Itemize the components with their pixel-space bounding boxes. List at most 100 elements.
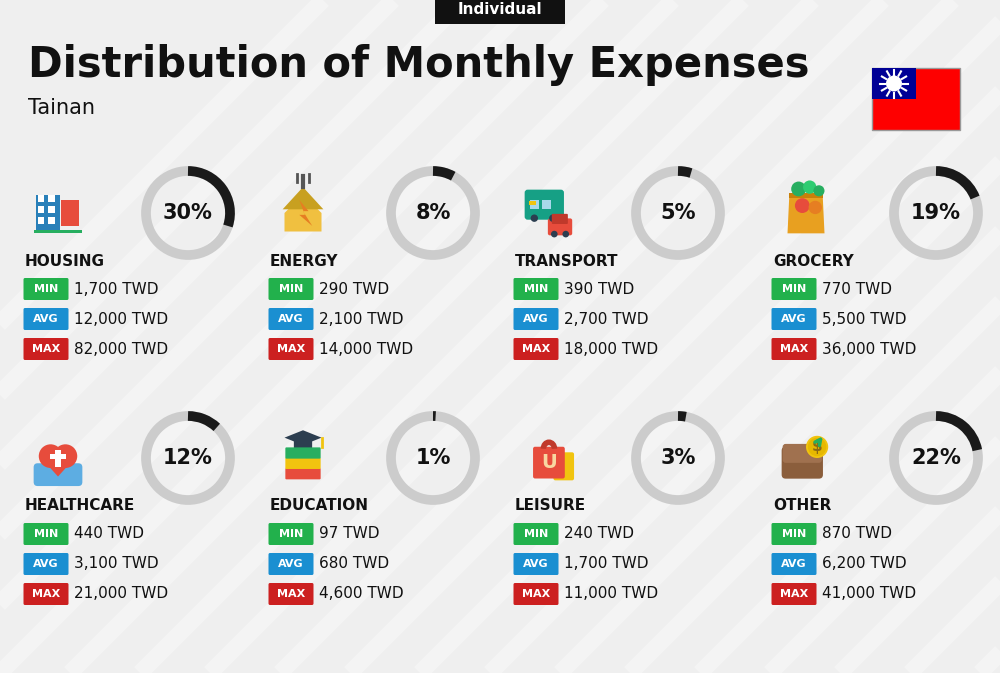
- Text: MAX: MAX: [32, 344, 60, 354]
- Bar: [530, 200, 539, 209]
- Text: 240 TWD: 240 TWD: [564, 526, 634, 542]
- Polygon shape: [283, 187, 323, 209]
- FancyBboxPatch shape: [268, 523, 314, 545]
- FancyBboxPatch shape: [772, 338, 816, 360]
- Text: 4,600 TWD: 4,600 TWD: [319, 586, 404, 602]
- FancyBboxPatch shape: [268, 278, 314, 300]
- FancyBboxPatch shape: [24, 308, 68, 330]
- Bar: [38, 207, 44, 213]
- Circle shape: [808, 437, 826, 456]
- FancyBboxPatch shape: [783, 444, 822, 463]
- Circle shape: [39, 444, 62, 468]
- Circle shape: [549, 215, 557, 222]
- Text: 1,700 TWD: 1,700 TWD: [564, 557, 648, 571]
- FancyBboxPatch shape: [772, 523, 816, 545]
- Text: MAX: MAX: [522, 344, 550, 354]
- FancyBboxPatch shape: [514, 338, 558, 360]
- Text: EDUCATION: EDUCATION: [270, 499, 369, 513]
- Text: AVG: AVG: [523, 559, 549, 569]
- Text: 18,000 TWD: 18,000 TWD: [564, 341, 658, 357]
- Bar: [36, 194, 60, 232]
- Bar: [38, 195, 44, 202]
- FancyBboxPatch shape: [24, 338, 68, 360]
- Circle shape: [806, 436, 828, 458]
- Text: 19%: 19%: [911, 203, 961, 223]
- Circle shape: [531, 215, 538, 222]
- FancyBboxPatch shape: [548, 219, 572, 236]
- Text: OTHER: OTHER: [773, 499, 831, 513]
- Text: ENERGY: ENERGY: [270, 254, 338, 269]
- Text: 5%: 5%: [660, 203, 696, 223]
- Text: MIN: MIN: [34, 284, 58, 294]
- Polygon shape: [285, 194, 322, 232]
- FancyBboxPatch shape: [24, 583, 68, 605]
- FancyBboxPatch shape: [34, 463, 82, 486]
- FancyBboxPatch shape: [782, 447, 823, 479]
- FancyBboxPatch shape: [268, 583, 314, 605]
- FancyBboxPatch shape: [533, 447, 565, 479]
- Circle shape: [813, 185, 824, 197]
- FancyBboxPatch shape: [525, 190, 564, 219]
- Text: MAX: MAX: [780, 589, 808, 599]
- FancyBboxPatch shape: [268, 553, 314, 575]
- Bar: [529, 201, 536, 205]
- FancyBboxPatch shape: [285, 468, 321, 479]
- FancyBboxPatch shape: [514, 553, 558, 575]
- FancyBboxPatch shape: [514, 523, 558, 545]
- Text: 22%: 22%: [911, 448, 961, 468]
- Text: 30%: 30%: [163, 203, 213, 223]
- Circle shape: [886, 75, 902, 92]
- Polygon shape: [285, 430, 322, 445]
- Text: 3%: 3%: [660, 448, 696, 468]
- Bar: [872, 68, 960, 130]
- Text: 2,100 TWD: 2,100 TWD: [319, 312, 404, 326]
- Text: AVG: AVG: [781, 559, 807, 569]
- Circle shape: [54, 444, 77, 468]
- Text: 5,500 TWD: 5,500 TWD: [822, 312, 906, 326]
- FancyBboxPatch shape: [435, 0, 565, 24]
- Text: 97 TWD: 97 TWD: [319, 526, 380, 542]
- Text: Distribution of Monthly Expenses: Distribution of Monthly Expenses: [28, 44, 810, 86]
- Text: GROCERY: GROCERY: [773, 254, 854, 269]
- Text: 290 TWD: 290 TWD: [319, 281, 389, 297]
- FancyBboxPatch shape: [268, 338, 314, 360]
- Text: 1,700 TWD: 1,700 TWD: [74, 281, 158, 297]
- FancyBboxPatch shape: [24, 523, 68, 545]
- Text: 36,000 TWD: 36,000 TWD: [822, 341, 916, 357]
- Text: 12%: 12%: [163, 448, 213, 468]
- Circle shape: [551, 231, 558, 238]
- FancyBboxPatch shape: [285, 458, 321, 469]
- Text: HEALTHCARE: HEALTHCARE: [25, 499, 135, 513]
- FancyBboxPatch shape: [772, 583, 816, 605]
- FancyBboxPatch shape: [24, 278, 68, 300]
- Text: MIN: MIN: [34, 529, 58, 539]
- Text: 770 TWD: 770 TWD: [822, 281, 892, 297]
- FancyBboxPatch shape: [514, 583, 558, 605]
- Text: MAX: MAX: [780, 344, 808, 354]
- Text: AVG: AVG: [781, 314, 807, 324]
- FancyBboxPatch shape: [285, 448, 321, 458]
- Text: 11,000 TWD: 11,000 TWD: [564, 586, 658, 602]
- Circle shape: [809, 201, 822, 214]
- Text: 41,000 TWD: 41,000 TWD: [822, 586, 916, 602]
- Text: $: $: [812, 439, 822, 454]
- Bar: [48, 217, 55, 224]
- Text: 870 TWD: 870 TWD: [822, 526, 892, 542]
- Bar: [789, 192, 823, 199]
- Text: 8%: 8%: [415, 203, 451, 223]
- Text: MIN: MIN: [524, 284, 548, 294]
- Text: 2,700 TWD: 2,700 TWD: [564, 312, 648, 326]
- Text: 12,000 TWD: 12,000 TWD: [74, 312, 168, 326]
- Text: Tainan: Tainan: [28, 98, 95, 118]
- Text: TRANSPORT: TRANSPORT: [515, 254, 618, 269]
- Text: 680 TWD: 680 TWD: [319, 557, 389, 571]
- Text: LEISURE: LEISURE: [515, 499, 586, 513]
- Polygon shape: [788, 194, 824, 234]
- Text: MIN: MIN: [279, 284, 303, 294]
- Text: MAX: MAX: [277, 589, 305, 599]
- FancyBboxPatch shape: [514, 308, 558, 330]
- Text: AVG: AVG: [33, 559, 59, 569]
- Text: 6,200 TWD: 6,200 TWD: [822, 557, 907, 571]
- FancyBboxPatch shape: [552, 214, 568, 224]
- FancyBboxPatch shape: [294, 437, 312, 452]
